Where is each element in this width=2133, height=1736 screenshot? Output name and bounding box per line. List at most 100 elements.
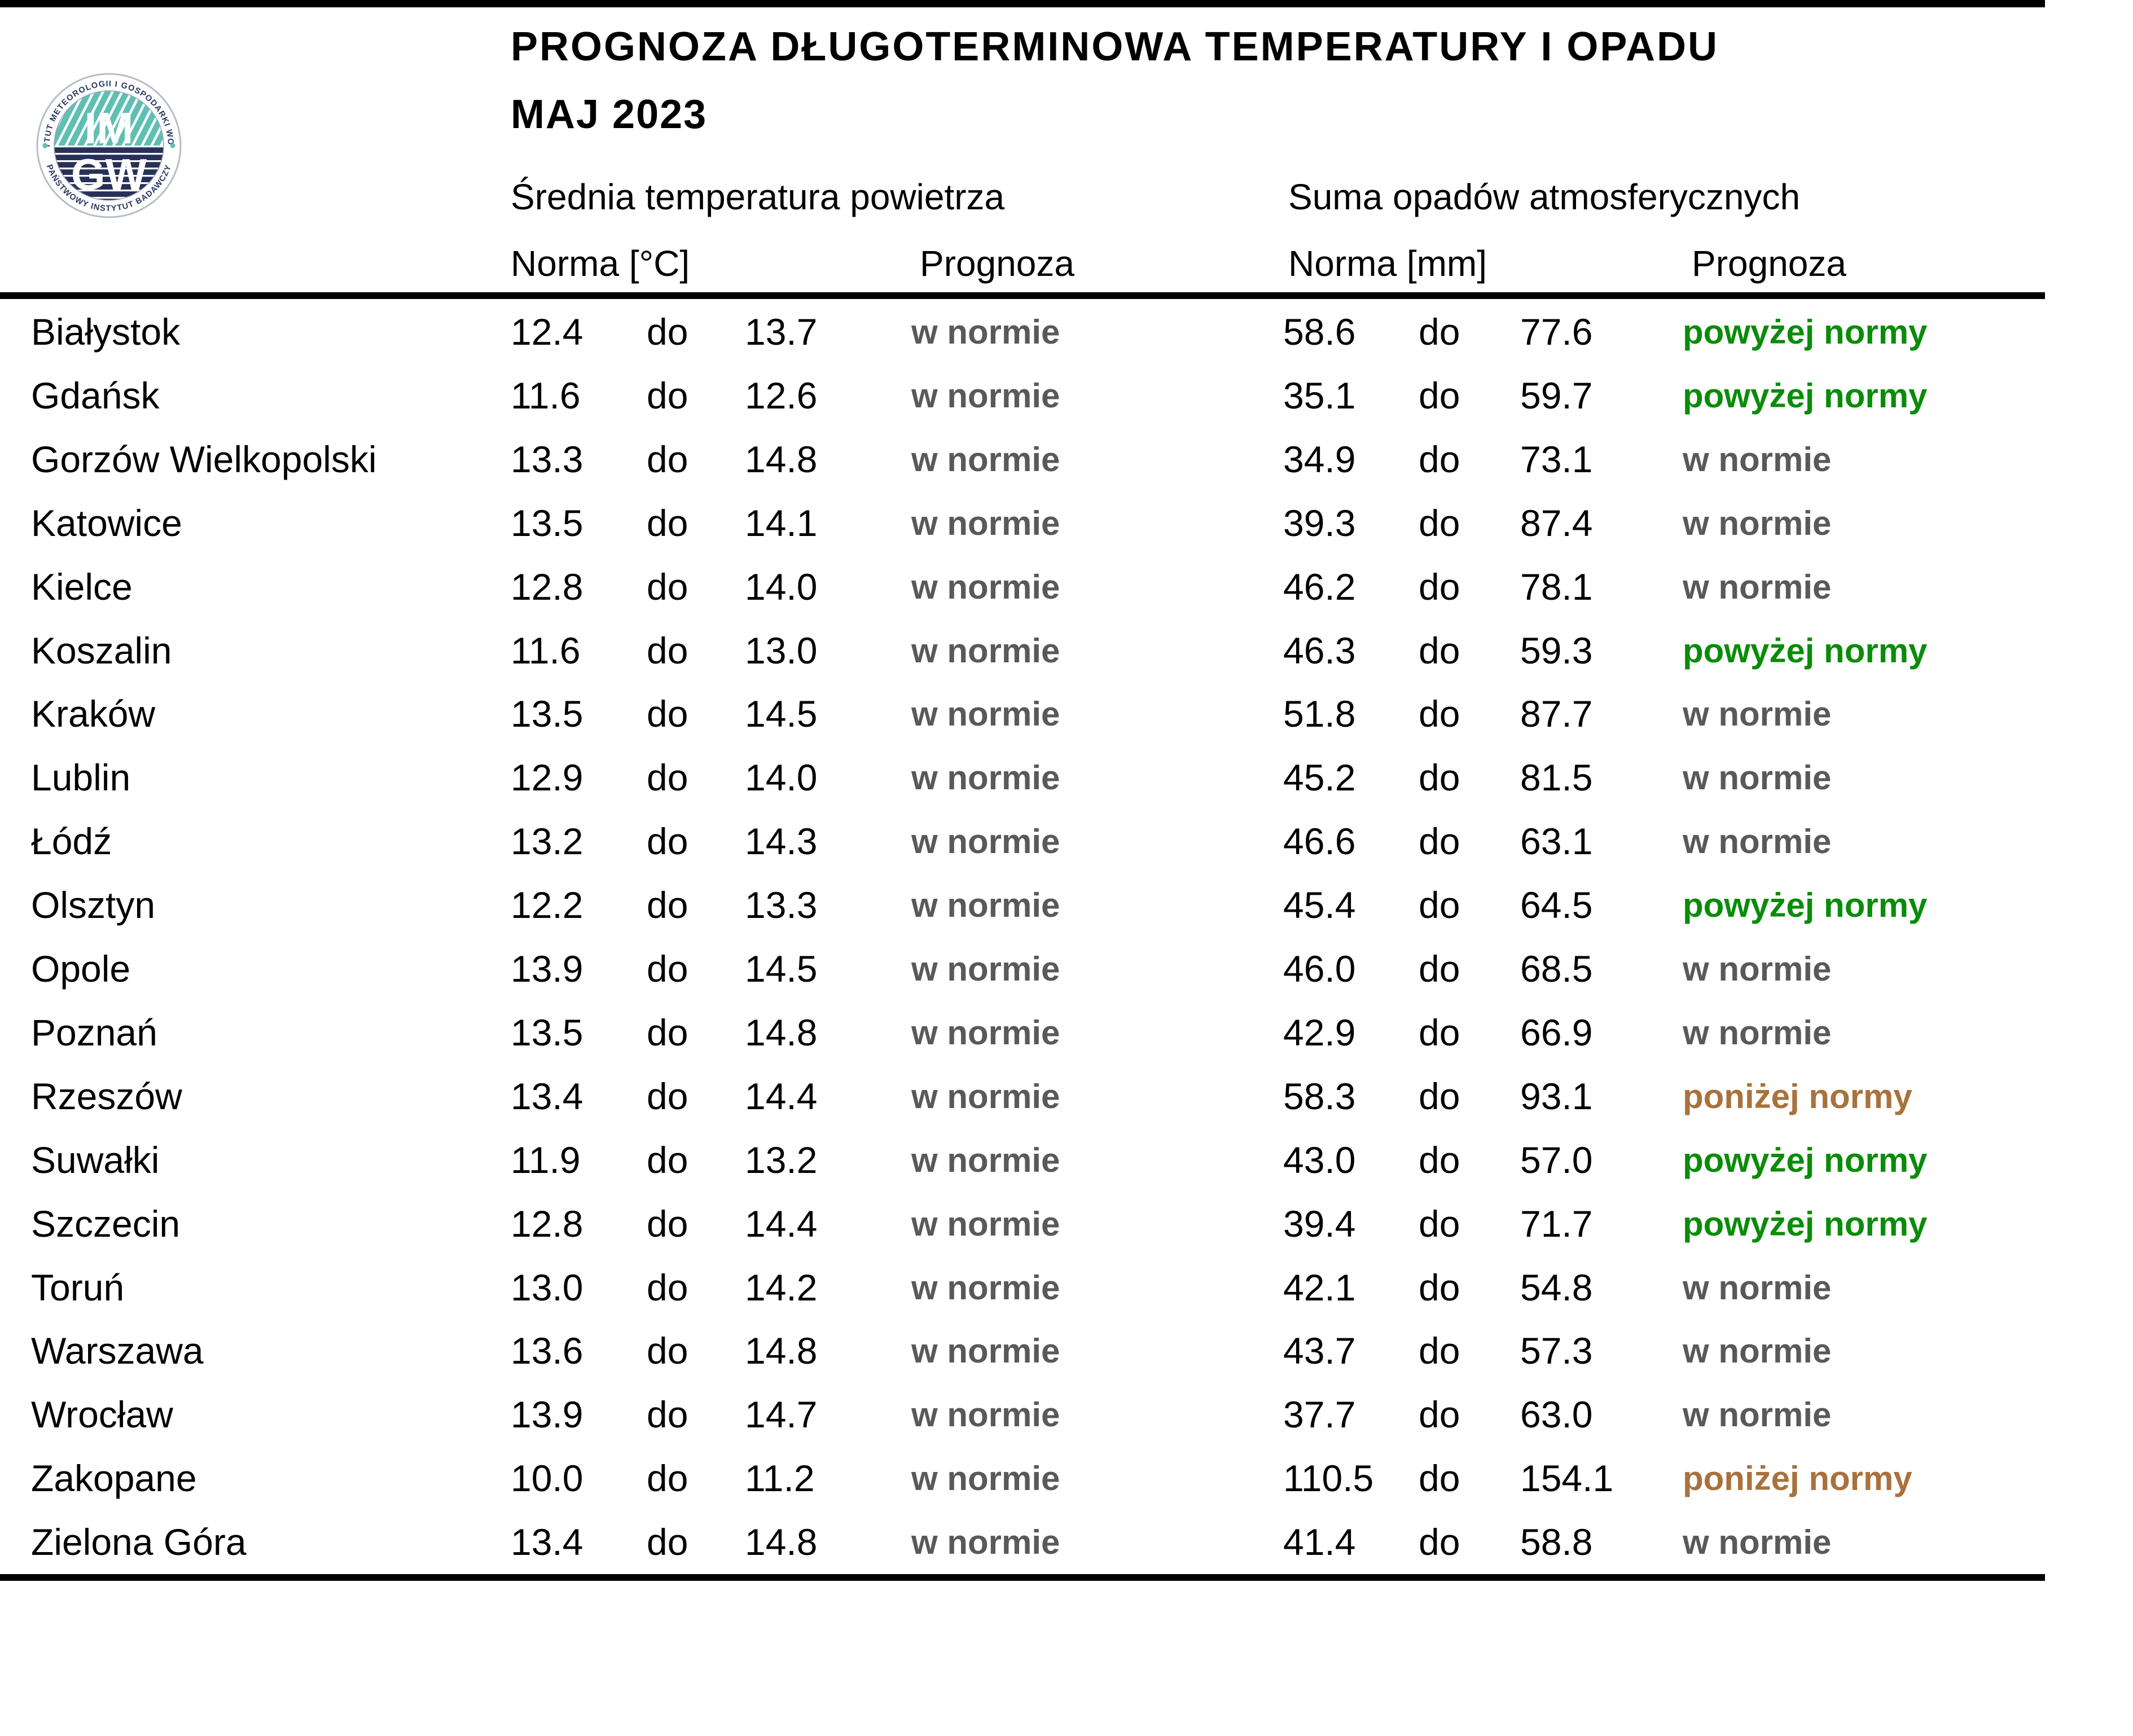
precipitation-section-header: Suma opadów atmosferycznych <box>1288 177 1801 217</box>
range-separator: do <box>1419 1521 1460 1563</box>
precip-norm-min: 45.4 <box>1283 884 1356 926</box>
precip-norm-min: 37.7 <box>1283 1394 1356 1435</box>
temp-norm-max: 14.5 <box>745 693 818 735</box>
range-separator: do <box>647 1139 688 1181</box>
temp-forecast: w normie <box>911 504 1060 542</box>
temp-forecast: w normie <box>911 759 1060 797</box>
precip-norm-max: 57.3 <box>1520 1330 1593 1372</box>
range-separator: do <box>647 1012 688 1053</box>
imgw-logo: INSTYTUT METEOROLOGII I GOSPODARKI WODNE… <box>36 72 182 218</box>
table-row: Kraków 13.5 do 14.5 w normie 51.8 do 87.7 w norm… <box>0 682 2133 746</box>
city-name: Łódź <box>31 820 112 862</box>
range-separator: do <box>647 630 688 671</box>
precip-norm-min: 46.6 <box>1283 820 1356 862</box>
range-separator: do <box>647 693 688 735</box>
precip-forecast: poniżej normy <box>1683 1078 1912 1115</box>
temp-norm-min: 13.5 <box>511 1012 583 1053</box>
precip-norm-min: 42.9 <box>1283 1012 1356 1053</box>
precip-forecast: powyżej normy <box>1683 377 1928 415</box>
table-row: Olsztyn 12.2 do 13.3 w normie 45.4 do 64.5 powyż… <box>0 873 2133 937</box>
header-separator-line <box>0 292 2045 299</box>
city-name: Kraków <box>31 693 156 735</box>
temp-forecast: w normie <box>911 886 1060 924</box>
temp-forecast: w normie <box>911 441 1060 478</box>
temp-norm-max: 14.8 <box>745 1330 818 1372</box>
precip-forecast-column-header: Prognoza <box>1692 243 1846 284</box>
precip-norm-min: 51.8 <box>1283 693 1356 735</box>
temp-norm-max: 13.7 <box>745 311 818 353</box>
precip-norm-min: 58.6 <box>1283 311 1356 353</box>
range-separator: do <box>1419 1394 1460 1435</box>
precip-norm-max: 64.5 <box>1520 884 1593 926</box>
temp-forecast: w normie <box>911 377 1060 415</box>
precip-norm-max: 87.4 <box>1520 502 1593 544</box>
temp-norm-max: 11.2 <box>745 1457 815 1499</box>
temp-norm-max: 14.1 <box>745 502 818 544</box>
temp-forecast: w normie <box>911 1523 1060 1561</box>
temp-norm-max: 14.3 <box>745 820 818 862</box>
range-separator: do <box>1419 757 1460 798</box>
range-separator: do <box>1419 438 1460 480</box>
range-separator: do <box>647 502 688 544</box>
temp-norm-min: 13.6 <box>511 1330 583 1372</box>
table-row: Warszawa 13.6 do 14.8 w normie 43.7 do 57.3 w no… <box>0 1319 2133 1383</box>
precip-norm-max: 66.9 <box>1520 1012 1593 1053</box>
precip-norm-max: 63.1 <box>1520 820 1593 862</box>
precip-forecast: w normie <box>1683 1269 1832 1307</box>
table-row: Gorzów Wielkopolski 13.3 do 14.8 w normie 34.… <box>0 428 2133 491</box>
precip-norm-max: 154.1 <box>1520 1457 1614 1499</box>
city-name: Zielona Góra <box>31 1521 247 1563</box>
precip-forecast: w normie <box>1683 695 1832 733</box>
table-row: Toruń 13.0 do 14.2 w normie 42.1 do 54.8 w normi… <box>0 1256 2133 1320</box>
range-separator: do <box>647 438 688 480</box>
precip-norm-max: 54.8 <box>1520 1267 1593 1308</box>
logo-monogram-gw: GW <box>71 150 147 199</box>
precip-norm-max: 77.6 <box>1520 311 1593 353</box>
temp-forecast: w normie <box>911 1460 1060 1497</box>
temp-norm-min: 12.8 <box>511 1203 583 1245</box>
city-name: Suwałki <box>31 1139 160 1181</box>
bottom-border-line <box>0 1574 2045 1581</box>
range-separator: do <box>647 375 688 416</box>
city-name: Toruń <box>31 1267 125 1308</box>
temp-forecast: w normie <box>911 1269 1060 1307</box>
precip-norm-max: 63.0 <box>1520 1394 1593 1435</box>
precip-forecast: powyżej normy <box>1683 1205 1928 1243</box>
city-name: Warszawa <box>31 1330 204 1372</box>
city-name: Olsztyn <box>31 884 156 926</box>
precip-norm-min: 46.3 <box>1283 630 1356 671</box>
range-separator: do <box>647 948 688 990</box>
top-border-line <box>0 0 2045 7</box>
range-separator: do <box>647 1330 688 1372</box>
temp-norm-min: 12.4 <box>511 311 583 353</box>
temp-norm-max: 14.0 <box>745 757 818 798</box>
range-separator: do <box>647 884 688 926</box>
temp-norm-min: 10.0 <box>511 1457 583 1499</box>
precip-norm-max: 87.7 <box>1520 693 1593 735</box>
table-row: Zakopane 10.0 do 11.2 w normie 110.5 do 154.1 po… <box>0 1447 2133 1510</box>
precip-norm-min: 58.3 <box>1283 1075 1356 1117</box>
precip-forecast: w normie <box>1683 504 1832 542</box>
temp-forecast: w normie <box>911 313 1060 351</box>
temp-forecast: w normie <box>911 1205 1060 1243</box>
precip-forecast: powyżej normy <box>1683 313 1928 351</box>
temp-norm-min: 13.4 <box>511 1521 583 1563</box>
precip-norm-max: 59.7 <box>1520 375 1593 416</box>
precip-norm-max: 71.7 <box>1520 1203 1593 1245</box>
range-separator: do <box>647 566 688 608</box>
temp-forecast: w normie <box>911 1014 1060 1052</box>
forecast-table: Białystok 12.4 do 13.7 w normie 58.6 do 77.6 pow… <box>0 300 2133 1574</box>
city-name: Gorzów Wielkopolski <box>31 438 377 480</box>
precip-norm-min: 42.1 <box>1283 1267 1356 1308</box>
temp-norm-max: 14.2 <box>745 1267 818 1308</box>
temp-norm-max: 14.7 <box>745 1394 818 1435</box>
table-row: Rzeszów 13.4 do 14.4 w normie 58.3 do 93.1 poniż… <box>0 1065 2133 1128</box>
temp-norm-max: 14.8 <box>745 438 818 480</box>
precip-norm-min: 46.2 <box>1283 566 1356 608</box>
table-row: Gdańsk 11.6 do 12.6 w normie 35.1 do 59.7 powyże… <box>0 364 2133 428</box>
temp-forecast: w normie <box>911 695 1060 733</box>
precip-forecast: w normie <box>1683 1332 1832 1370</box>
temp-norm-min: 13.9 <box>511 948 583 990</box>
range-separator: do <box>1419 311 1460 353</box>
temp-norm-min: 11.6 <box>511 375 581 416</box>
